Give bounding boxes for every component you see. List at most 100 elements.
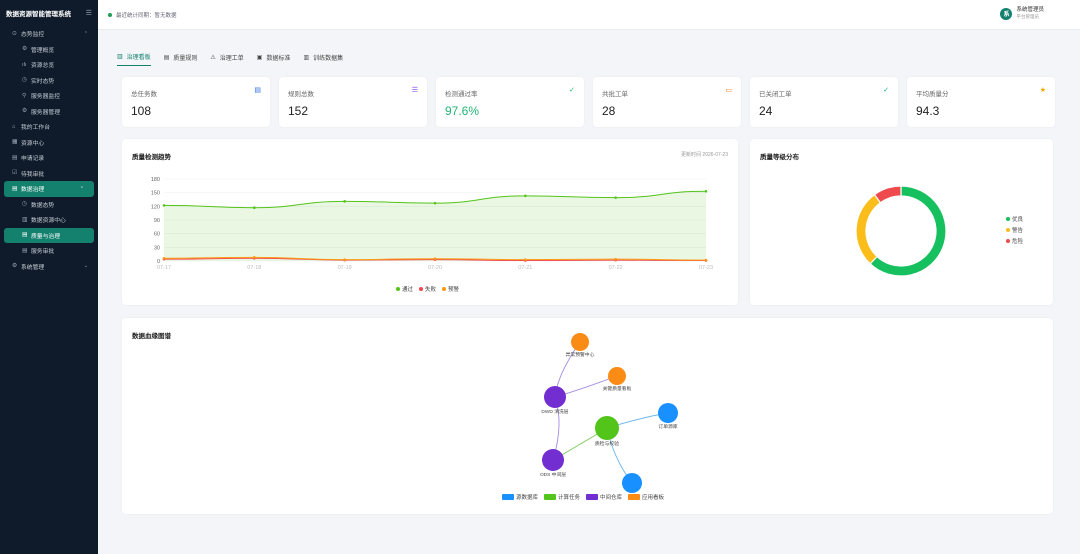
x-tick-label: 07-23 bbox=[699, 265, 713, 271]
series-point[interactable] bbox=[162, 204, 166, 207]
lineage-legend: 源数据库 计算任务 中间仓库 应用看板 bbox=[502, 493, 664, 501]
legend-item[interactable]: 危险 bbox=[1006, 237, 1023, 245]
series-point[interactable] bbox=[253, 206, 256, 209]
sidebar-item-15[interactable]: ⚙ 系统管理 ⌄ bbox=[0, 259, 98, 275]
legend-item[interactable]: 源数据库 bbox=[502, 493, 538, 501]
legend-swatch bbox=[396, 287, 400, 291]
user-menu[interactable]: 系 系统管理员 平台管理员 bbox=[1000, 7, 1044, 20]
sidebar-item-1[interactable]: ⚙ 管理概览 bbox=[0, 42, 98, 58]
sidebar-item-4[interactable]: ⚲ 服务器监控 bbox=[0, 88, 98, 104]
tab-2[interactable]: ⚠ 治理工单 bbox=[210, 52, 243, 66]
chevron-up-icon: ⌃ bbox=[79, 185, 84, 192]
legend-item[interactable]: 通过 bbox=[396, 285, 413, 293]
sidebar-item-label: 服务器管理 bbox=[31, 109, 60, 116]
sidebar-nav: ⊙ 态势监控 ⌃ ⚙ 管理概览 ılı 资源总览 ◷ 实时态势 ⚲ 服务器监控 ⚙ 服务器管理 ⌂ 我的工作… bbox=[0, 26, 98, 274]
lineage-node[interactable] bbox=[658, 403, 678, 423]
tab-1[interactable]: ▤ 质量规则 bbox=[164, 52, 198, 66]
stat-label: 检测通过率 bbox=[445, 91, 478, 98]
grid-icon: ▦ bbox=[12, 139, 18, 146]
dist-legend: 优良警告危险 bbox=[1006, 215, 1023, 248]
series-point[interactable] bbox=[343, 258, 346, 261]
sidebar-item-6[interactable]: ⌂ 我的工作台 bbox=[0, 119, 98, 135]
pie-slice-1[interactable] bbox=[855, 193, 882, 265]
sidebar-item-8[interactable]: ▤ 申请记录 bbox=[0, 150, 98, 166]
legend-item[interactable]: 失败 bbox=[419, 285, 436, 293]
series-point[interactable] bbox=[162, 256, 166, 260]
legend-item[interactable]: 优良 bbox=[1006, 215, 1023, 223]
tab-bar: ▥ 治理看板 ▤ 质量规则 ⚠ 治理工单 ▣ 数据标准 ▥ 训练数据集 bbox=[117, 52, 343, 66]
series-point[interactable] bbox=[614, 257, 617, 261]
trend-title: 质量检测趋势 bbox=[132, 154, 171, 161]
sidebar-item-label: 资源总览 bbox=[31, 63, 55, 70]
sidebar-item-14[interactable]: ▤ 服务审批 bbox=[0, 243, 98, 259]
tab-0[interactable]: ▥ 治理看板 bbox=[117, 52, 151, 66]
sidebar-item-3[interactable]: ◷ 实时态势 bbox=[0, 73, 98, 89]
tab-icon: ⚠ bbox=[210, 54, 216, 61]
series-point[interactable] bbox=[343, 200, 346, 203]
sidebar-item-11[interactable]: ◷ 数据态势 bbox=[0, 197, 98, 213]
sidebar-item-7[interactable]: ▦ 资源中心 bbox=[0, 135, 98, 151]
stat-card: 共批工单 28 ▭ bbox=[593, 77, 741, 127]
tab-3[interactable]: ▣ 数据标准 bbox=[257, 52, 291, 66]
series-point[interactable] bbox=[524, 194, 527, 198]
y-tick-label: 90 bbox=[154, 218, 160, 224]
lineage-node-label: ODS 中间层 bbox=[540, 471, 566, 478]
legend-item[interactable]: 中间仓库 bbox=[586, 493, 622, 501]
lineage-title: 数据血缘图谱 bbox=[132, 333, 171, 340]
x-tick-label: 07-19 bbox=[338, 265, 352, 271]
sidebar-item-label: 态势监控 bbox=[21, 32, 45, 39]
legend-item[interactable]: 应用看板 bbox=[628, 493, 664, 501]
tab-4[interactable]: ▥ 训练数据集 bbox=[303, 52, 343, 66]
series-area-0 bbox=[164, 191, 706, 261]
sidebar-item-10[interactable]: ▤ 数据治理 ⌃ bbox=[4, 181, 94, 197]
home-icon: ⌂ bbox=[12, 123, 16, 130]
x-tick-label: 07-21 bbox=[518, 265, 532, 271]
stat-label: 规则总数 bbox=[288, 91, 314, 98]
lineage-node[interactable] bbox=[608, 367, 626, 385]
avatar[interactable]: 系 bbox=[1000, 7, 1013, 20]
legend-swatch bbox=[586, 494, 599, 500]
lineage-node[interactable] bbox=[542, 449, 564, 471]
cog-icon: ⚙ bbox=[22, 108, 28, 115]
sidebar-item-label: 数据态势 bbox=[31, 202, 55, 209]
pie-slice-2[interactable] bbox=[873, 185, 902, 204]
legend-swatch bbox=[1006, 239, 1010, 243]
legend-swatch bbox=[502, 494, 514, 500]
sidebar-item-0[interactable]: ⊙ 态势监控 ⌃ bbox=[0, 26, 98, 42]
status-dot-icon bbox=[108, 13, 112, 17]
legend-swatch bbox=[1006, 228, 1010, 232]
lineage-node-label: 质检与校验 bbox=[595, 440, 619, 447]
menu-toggle-icon[interactable]: ☰ bbox=[85, 10, 92, 17]
series-point[interactable] bbox=[433, 257, 437, 261]
series-point[interactable] bbox=[524, 258, 527, 261]
lineage-node[interactable] bbox=[571, 333, 589, 351]
lineage-node[interactable] bbox=[622, 473, 642, 493]
stat-value: 152 bbox=[288, 104, 309, 118]
trend-chart: 0 30 60 90 120 150 180 07-17 07-18 07-19 07-20 07-2… bbox=[151, 177, 713, 271]
legend-swatch bbox=[544, 494, 557, 500]
series-point[interactable] bbox=[253, 256, 256, 259]
x-tick-label: 07-17 bbox=[157, 265, 171, 271]
series-point[interactable] bbox=[614, 196, 617, 199]
legend-item[interactable]: 计算任务 bbox=[544, 493, 580, 501]
stat-card: 检测通过率 97.6% ✓ bbox=[436, 77, 584, 127]
lineage-node[interactable] bbox=[544, 386, 566, 408]
legend-item[interactable]: 预警 bbox=[442, 285, 459, 293]
legend-label: 警告 bbox=[1012, 228, 1024, 234]
series-point[interactable] bbox=[433, 201, 437, 205]
x-tick-label: 07-18 bbox=[247, 265, 261, 271]
monitor-icon: ⊙ bbox=[12, 30, 17, 37]
sidebar-item-2[interactable]: ılı 资源总览 bbox=[0, 57, 98, 73]
y-tick-label: 180 bbox=[151, 177, 160, 183]
legend-item[interactable]: 警告 bbox=[1006, 226, 1023, 234]
series-point[interactable] bbox=[704, 258, 708, 262]
sidebar-item-12[interactable]: ▥ 数据资源中心 bbox=[0, 212, 98, 228]
sidebar-item-5[interactable]: ⚙ 服务器管理 bbox=[0, 104, 98, 120]
series-point[interactable] bbox=[704, 190, 708, 193]
sidebar-item-13[interactable]: ▤ 质量与治理 bbox=[4, 227, 94, 243]
gear-icon: ⚙ bbox=[12, 263, 18, 270]
sidebar-item-label: 服务器监控 bbox=[31, 94, 60, 101]
lineage-node[interactable] bbox=[595, 416, 619, 440]
sidebar-item-9[interactable]: ☑ 待我审批 bbox=[0, 166, 98, 182]
